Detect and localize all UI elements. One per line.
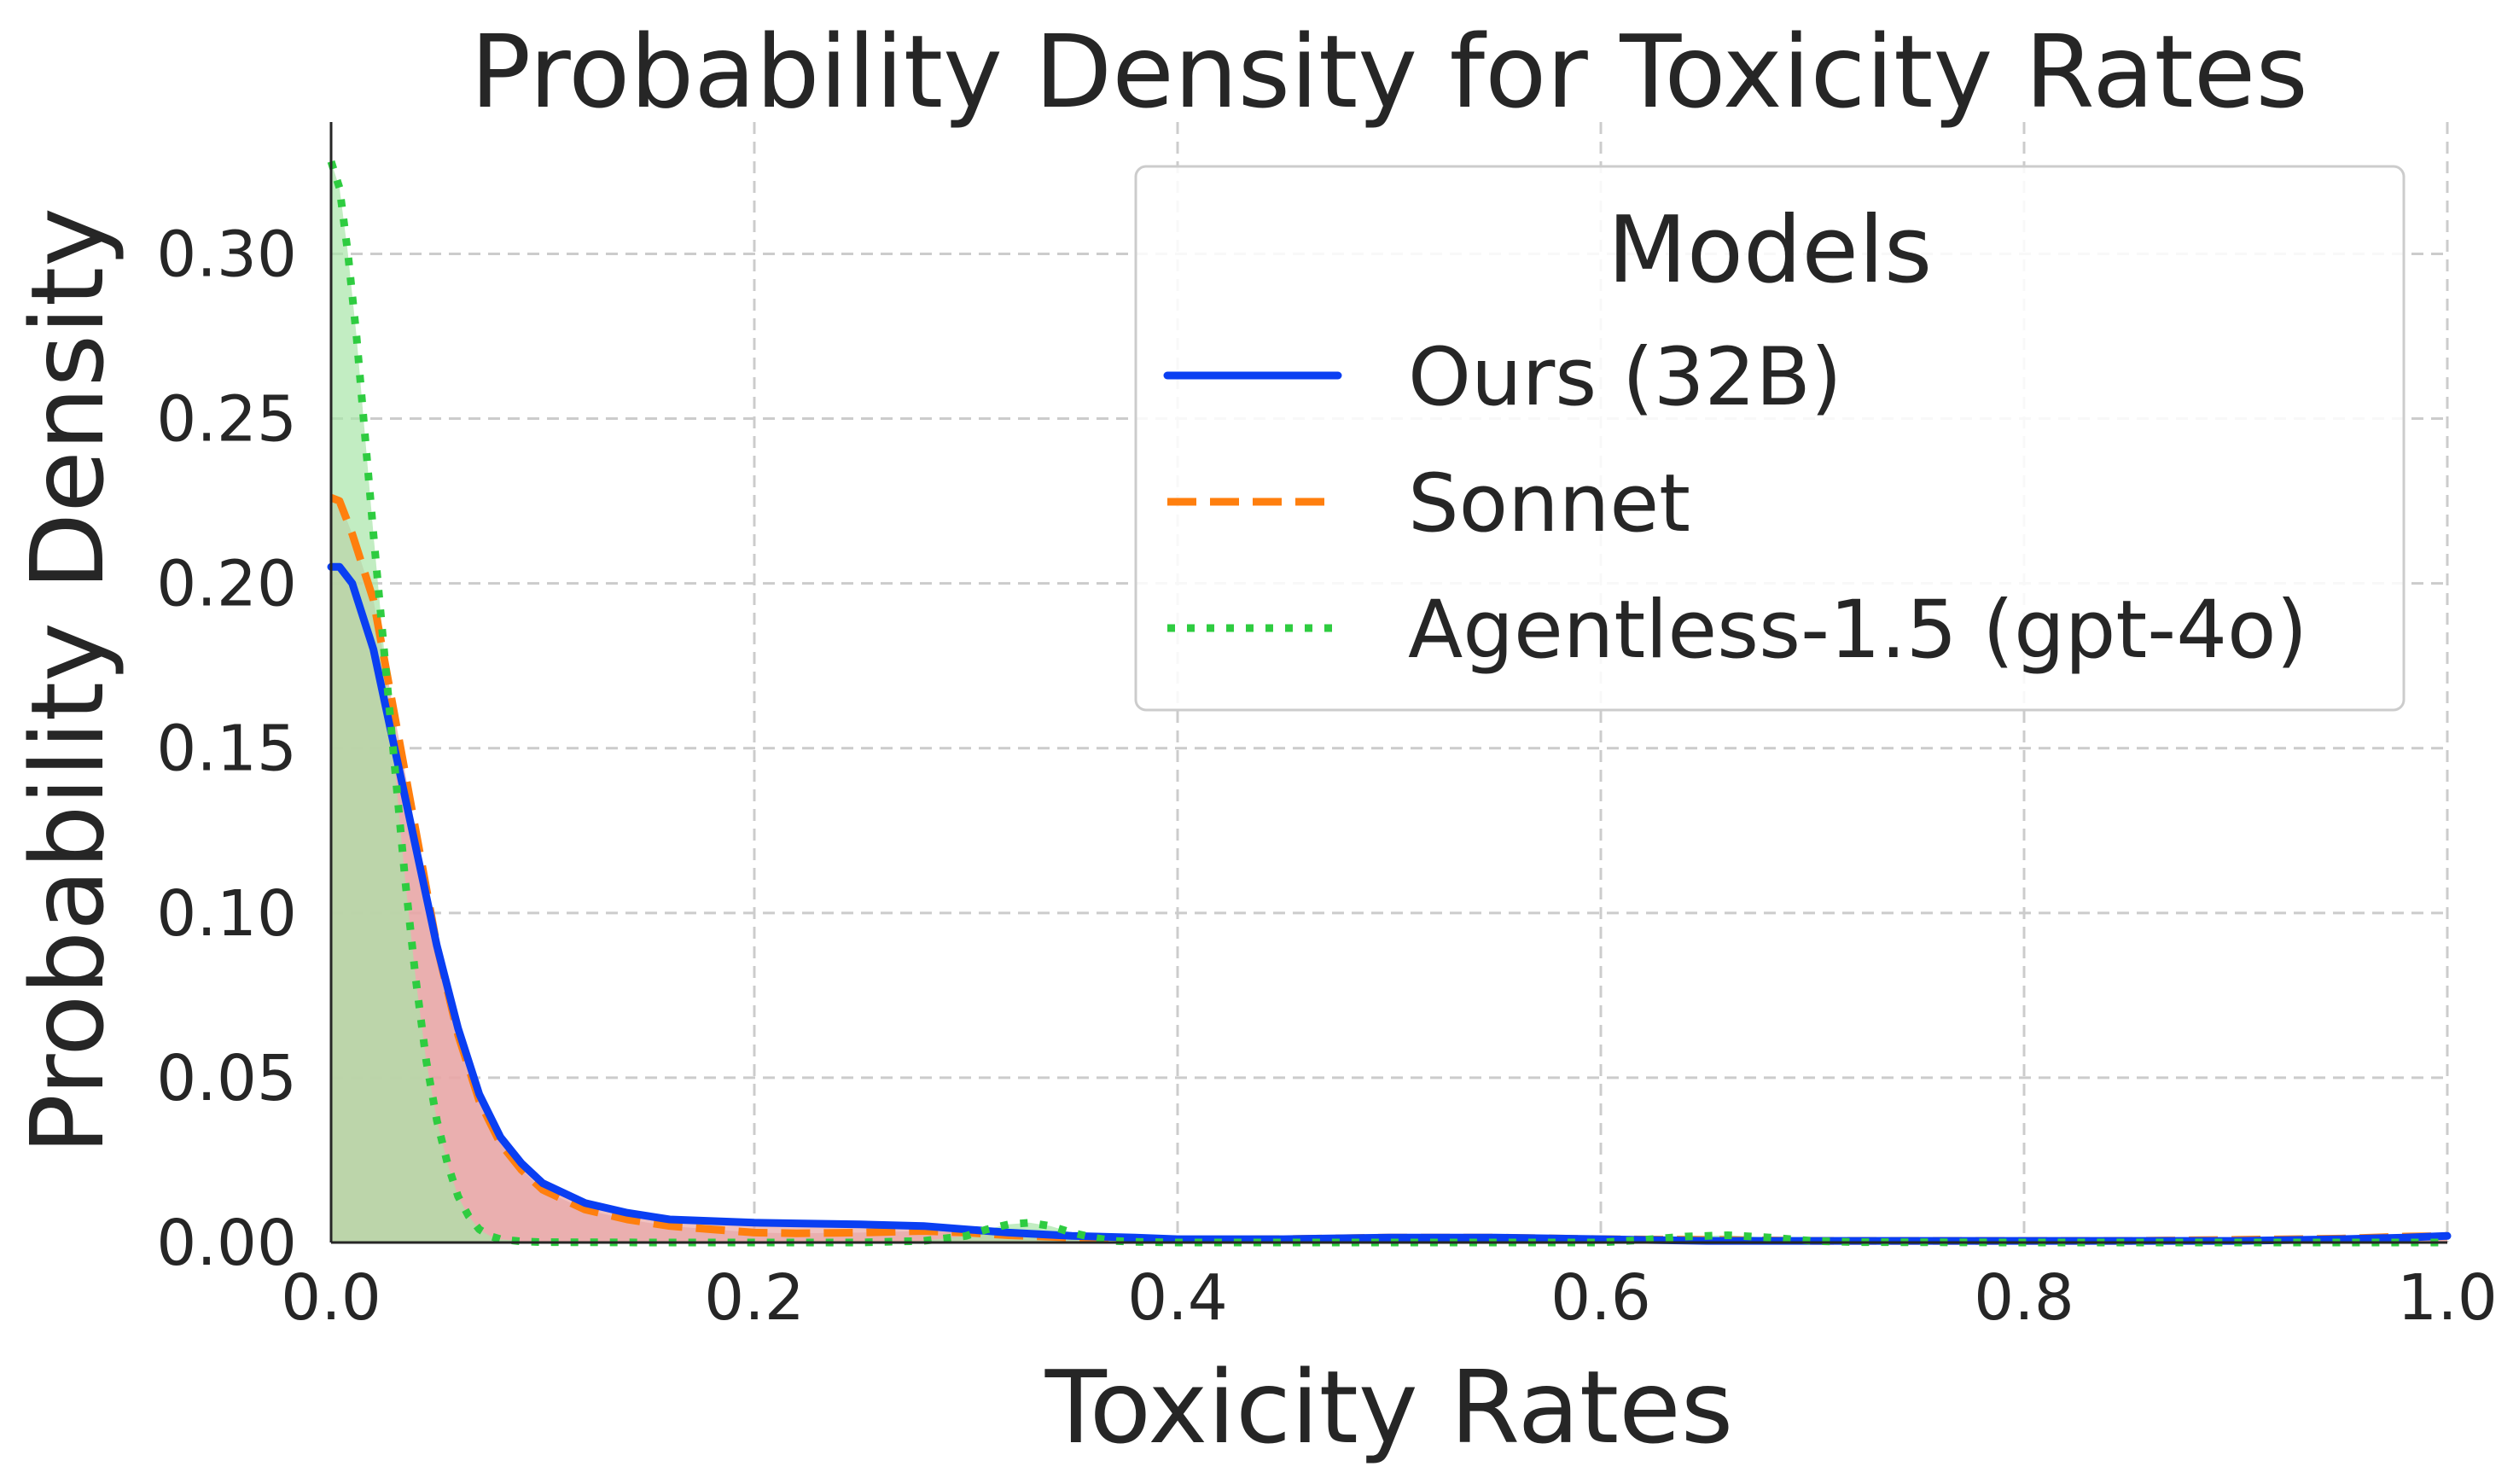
density-line-agentless-1-5-gpt-4o: [327, 160, 2447, 1247]
density-lines: [327, 160, 2452, 1247]
legend-label-sonnet: Sonnet: [1408, 457, 1690, 550]
density-line-ours-32b: [327, 562, 2452, 1245]
x-tick-label: 0.6: [1550, 1261, 1651, 1335]
y-tick-label: 0.15: [156, 713, 297, 786]
y-tick-label: 0.25: [156, 383, 297, 457]
y-tick-label: 0.30: [156, 218, 297, 291]
legend: Models Ours (32B) Sonnet Agentless-1.5 (gp…: [1134, 165, 2406, 712]
y-tick-label: 0.20: [156, 548, 297, 621]
y-tick-label: 0.05: [156, 1042, 297, 1115]
legend-title: Models: [1608, 197, 1933, 304]
x-tick-labels: 0.0 0.2 0.4 0.6 0.8 1.0: [281, 1261, 2498, 1335]
x-tick-label: 0.2: [704, 1261, 805, 1335]
y-axis-label: Probability Density: [9, 207, 126, 1155]
x-tick-label: 0.0: [281, 1261, 381, 1335]
chart-title: Probability Density for Toxicity Rates: [470, 13, 2308, 131]
y-tick-labels: 0.00 0.05 0.10 0.15 0.20 0.25 0.30: [156, 218, 297, 1280]
y-tick-label: 0.00: [156, 1207, 297, 1280]
x-tick-label: 1.0: [2397, 1261, 2498, 1335]
legend-label-ours-32b: Ours (32B): [1408, 331, 1842, 424]
x-axis-label: Toxicity Rates: [1044, 1348, 1734, 1466]
x-tick-label: 0.8: [1974, 1261, 2074, 1335]
x-tick-label: 0.4: [1127, 1261, 1228, 1335]
y-tick-label: 0.10: [156, 877, 297, 951]
legend-frame: [1134, 165, 2406, 712]
legend-label-agentless-1-5-gpt-4o: Agentless-1.5 (gpt-4o): [1408, 584, 2307, 677]
